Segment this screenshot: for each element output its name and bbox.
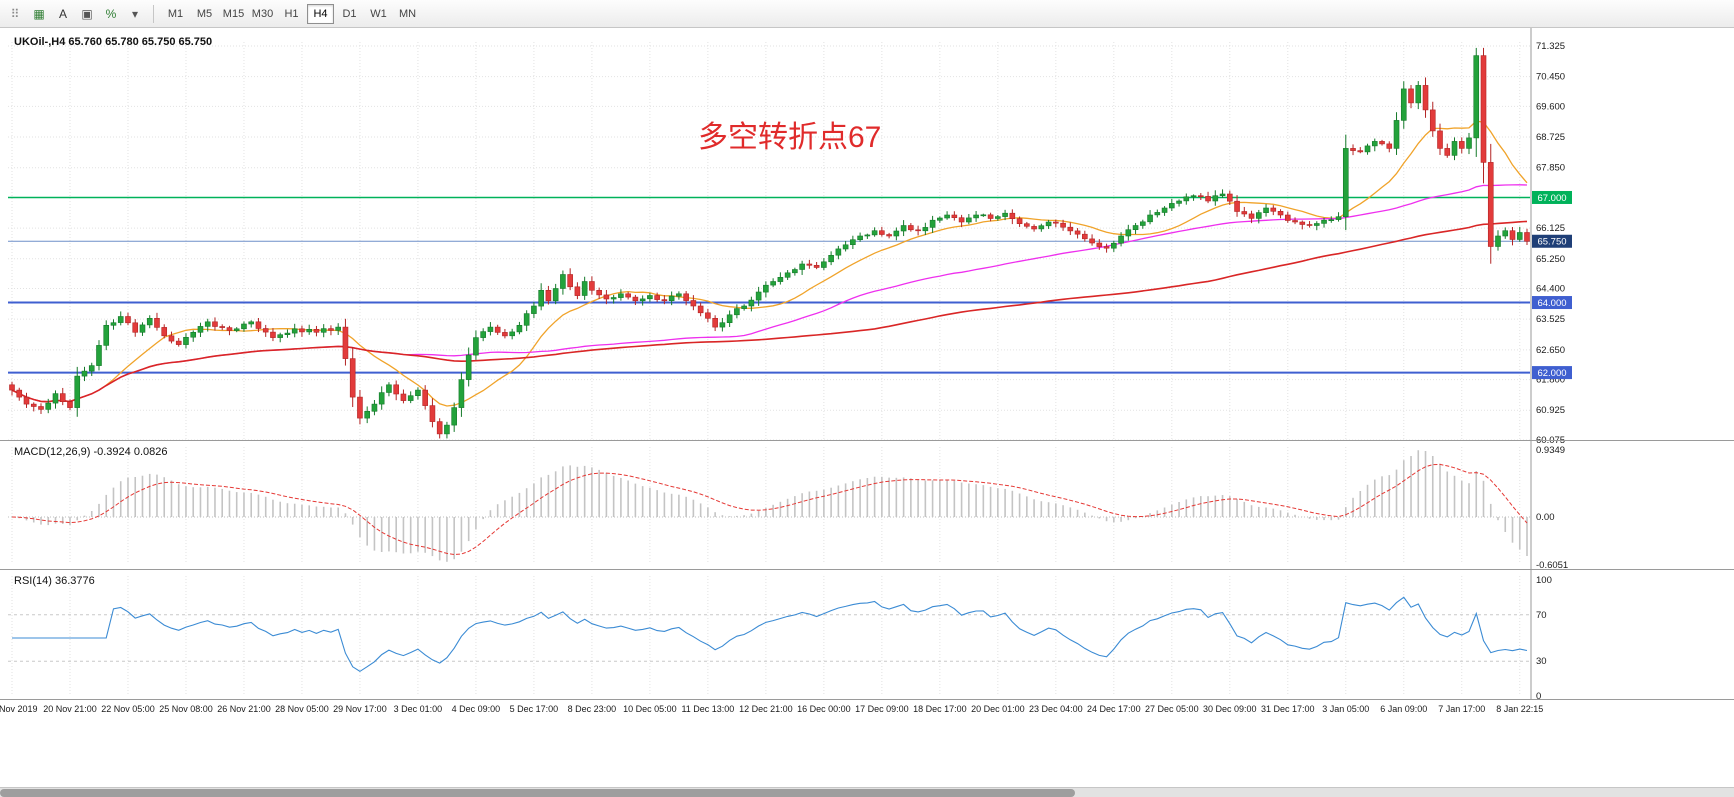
- svg-text:3 Jan 05:00: 3 Jan 05:00: [1322, 704, 1369, 714]
- svg-text:12 Dec 21:00: 12 Dec 21:00: [739, 704, 793, 714]
- price-tag-67.000: 67.000: [1532, 190, 1572, 204]
- svg-text:0.9349: 0.9349: [1536, 445, 1565, 456]
- svg-text:67.000: 67.000: [1537, 193, 1566, 204]
- svg-text:0.00: 0.00: [1536, 512, 1555, 523]
- horizontal-scrollbar[interactable]: [0, 787, 1734, 797]
- ma-medium-line: [11, 184, 1528, 403]
- svg-text:3 Dec 01:00: 3 Dec 01:00: [394, 704, 443, 714]
- svg-text:24 Dec 17:00: 24 Dec 17:00: [1087, 704, 1141, 714]
- timeframe-button-mn[interactable]: MN: [398, 7, 417, 20]
- svg-text:18 Dec 17:00: 18 Dec 17:00: [913, 704, 967, 714]
- charts-grid-tool-button[interactable]: ▦: [33, 6, 45, 21]
- svg-text:71.325: 71.325: [1536, 41, 1565, 52]
- toolbar-separator: [153, 4, 154, 23]
- timeframe-button-m15[interactable]: M15: [222, 7, 245, 20]
- ma-fast-line: [11, 120, 1528, 407]
- macd-histogram: [18, 450, 1528, 562]
- svg-text:68.725: 68.725: [1536, 132, 1565, 143]
- annotation-text[interactable]: 多空转折点67: [698, 121, 882, 154]
- timeframe-button-w1[interactable]: W1: [370, 7, 387, 20]
- svg-text:30: 30: [1536, 656, 1547, 667]
- svg-text:70.450: 70.450: [1536, 72, 1565, 83]
- timeframe-button-d1[interactable]: D1: [342, 7, 357, 20]
- svg-text:6 Jan 09:00: 6 Jan 09:00: [1380, 704, 1427, 714]
- ma-slow-line: [11, 220, 1528, 403]
- svg-text:-0.6051: -0.6051: [1536, 560, 1568, 571]
- chart-ohlc-title: UKOil-,H4 65.760 65.780 65.750 65.750: [14, 36, 213, 48]
- svg-text:31 Dec 17:00: 31 Dec 17:00: [1261, 704, 1315, 714]
- timeframe-button-m5[interactable]: M5: [196, 7, 213, 20]
- svg-text:60.925: 60.925: [1536, 405, 1565, 416]
- timeframe-button-m30[interactable]: M30: [251, 7, 274, 20]
- svg-text:20 Dec 01:00: 20 Dec 01:00: [971, 704, 1025, 714]
- chart-canvas[interactable]: 71.325 70.450 69.600 68.725 67.850 66.125 65.2…: [0, 28, 1734, 718]
- svg-text:27 Dec 05:00: 27 Dec 05:00: [1145, 704, 1199, 714]
- time-axis: 19 Nov 2019 20 Nov 21:00 22 Nov 05:00 25 No…: [0, 704, 1543, 714]
- svg-text:5 Dec 17:00: 5 Dec 17:00: [510, 704, 559, 714]
- svg-text:62.000: 62.000: [1537, 368, 1566, 379]
- svg-text:20 Nov 21:00: 20 Nov 21:00: [43, 704, 97, 714]
- svg-text:62.650: 62.650: [1536, 345, 1565, 356]
- svg-text:70: 70: [1536, 610, 1547, 621]
- toolbar: ⠿ ▦ A ▣% ▾ M1 M5 M15 M30 H1 H4 D1 W1 MN: [0, 0, 1734, 28]
- svg-text:19 Nov 2019: 19 Nov 2019: [0, 704, 38, 714]
- scrollbar-thumb[interactable]: [0, 789, 1076, 797]
- svg-text:65.250: 65.250: [1536, 254, 1565, 265]
- svg-text:23 Dec 04:00: 23 Dec 04:00: [1029, 704, 1083, 714]
- svg-text:10 Dec 05:00: 10 Dec 05:00: [623, 704, 677, 714]
- macd-indicator-label: MACD(12,26,9) -0.3924 0.0826: [14, 446, 168, 458]
- price-tag-62.000: 62.000: [1532, 366, 1572, 380]
- svg-text:69.600: 69.600: [1536, 101, 1565, 112]
- text-annotation-tool-button[interactable]: A: [58, 6, 67, 21]
- rsi-indicator-label: RSI(14) 36.3776: [14, 575, 95, 587]
- svg-text:7 Jan 17:00: 7 Jan 17:00: [1438, 704, 1485, 714]
- svg-text:8 Jan 22:15: 8 Jan 22:15: [1496, 704, 1543, 714]
- timeframe-button-m1[interactable]: M1: [167, 7, 184, 20]
- svg-text:4 Dec 09:00: 4 Dec 09:00: [452, 704, 501, 714]
- percent-scale-tool-button[interactable]: %: [105, 6, 117, 21]
- timeframe-button-h4[interactable]: H4: [307, 3, 334, 24]
- candlestick-series: [9, 47, 1530, 439]
- dropdown-caret-icon[interactable]: ▾: [131, 6, 139, 21]
- timeframe-button-h1[interactable]: H1: [284, 7, 299, 20]
- svg-text:61.800: 61.800: [1536, 375, 1565, 386]
- svg-text:17 Dec 09:00: 17 Dec 09:00: [855, 704, 909, 714]
- bottom-spacer: [0, 718, 1734, 787]
- svg-text:100: 100: [1536, 575, 1552, 586]
- svg-text:22 Nov 05:00: 22 Nov 05:00: [101, 704, 155, 714]
- chart-window-tool-button[interactable]: ▣: [81, 6, 93, 21]
- svg-text:29 Nov 17:00: 29 Nov 17:00: [333, 704, 387, 714]
- chart-window[interactable]: 71.325 70.450 69.600 68.725 67.850 66.125 65.2…: [0, 28, 1734, 718]
- rsi-line: [12, 596, 1528, 673]
- price-tag-65.750: 65.750: [1532, 234, 1572, 248]
- svg-text:11 Dec 13:00: 11 Dec 13:00: [681, 704, 734, 714]
- svg-text:66.125: 66.125: [1536, 223, 1565, 234]
- svg-text:64.400: 64.400: [1536, 284, 1565, 295]
- svg-text:25 Nov 08:00: 25 Nov 08:00: [159, 704, 213, 714]
- svg-text:30 Dec 09:00: 30 Dec 09:00: [1203, 704, 1257, 714]
- timeframe-group: M1 M5 M15 M30 H1 H4 D1 W1 MN: [161, 3, 422, 24]
- svg-text:16 Dec 00:00: 16 Dec 00:00: [797, 704, 851, 714]
- price-axis: 71.325 70.450 69.600 68.725 67.850 66.125 65.2…: [1532, 41, 1572, 702]
- svg-text:8 Dec 23:00: 8 Dec 23:00: [568, 704, 617, 714]
- svg-text:0: 0: [1536, 691, 1541, 702]
- toolbar-grip-button[interactable]: ⠿: [10, 6, 20, 21]
- svg-text:26 Nov 21:00: 26 Nov 21:00: [217, 704, 271, 714]
- toolbar-tools-group: ⠿ ▦ A ▣% ▾: [4, 3, 146, 25]
- price-tag-64.000: 64.000: [1532, 296, 1572, 310]
- svg-text:28 Nov 05:00: 28 Nov 05:00: [275, 704, 329, 714]
- svg-text:63.525: 63.525: [1536, 314, 1565, 325]
- svg-text:67.850: 67.850: [1536, 163, 1565, 174]
- svg-text:64.000: 64.000: [1537, 298, 1566, 309]
- svg-text:65.750: 65.750: [1537, 237, 1566, 248]
- macd-signal-line: [11, 463, 1528, 556]
